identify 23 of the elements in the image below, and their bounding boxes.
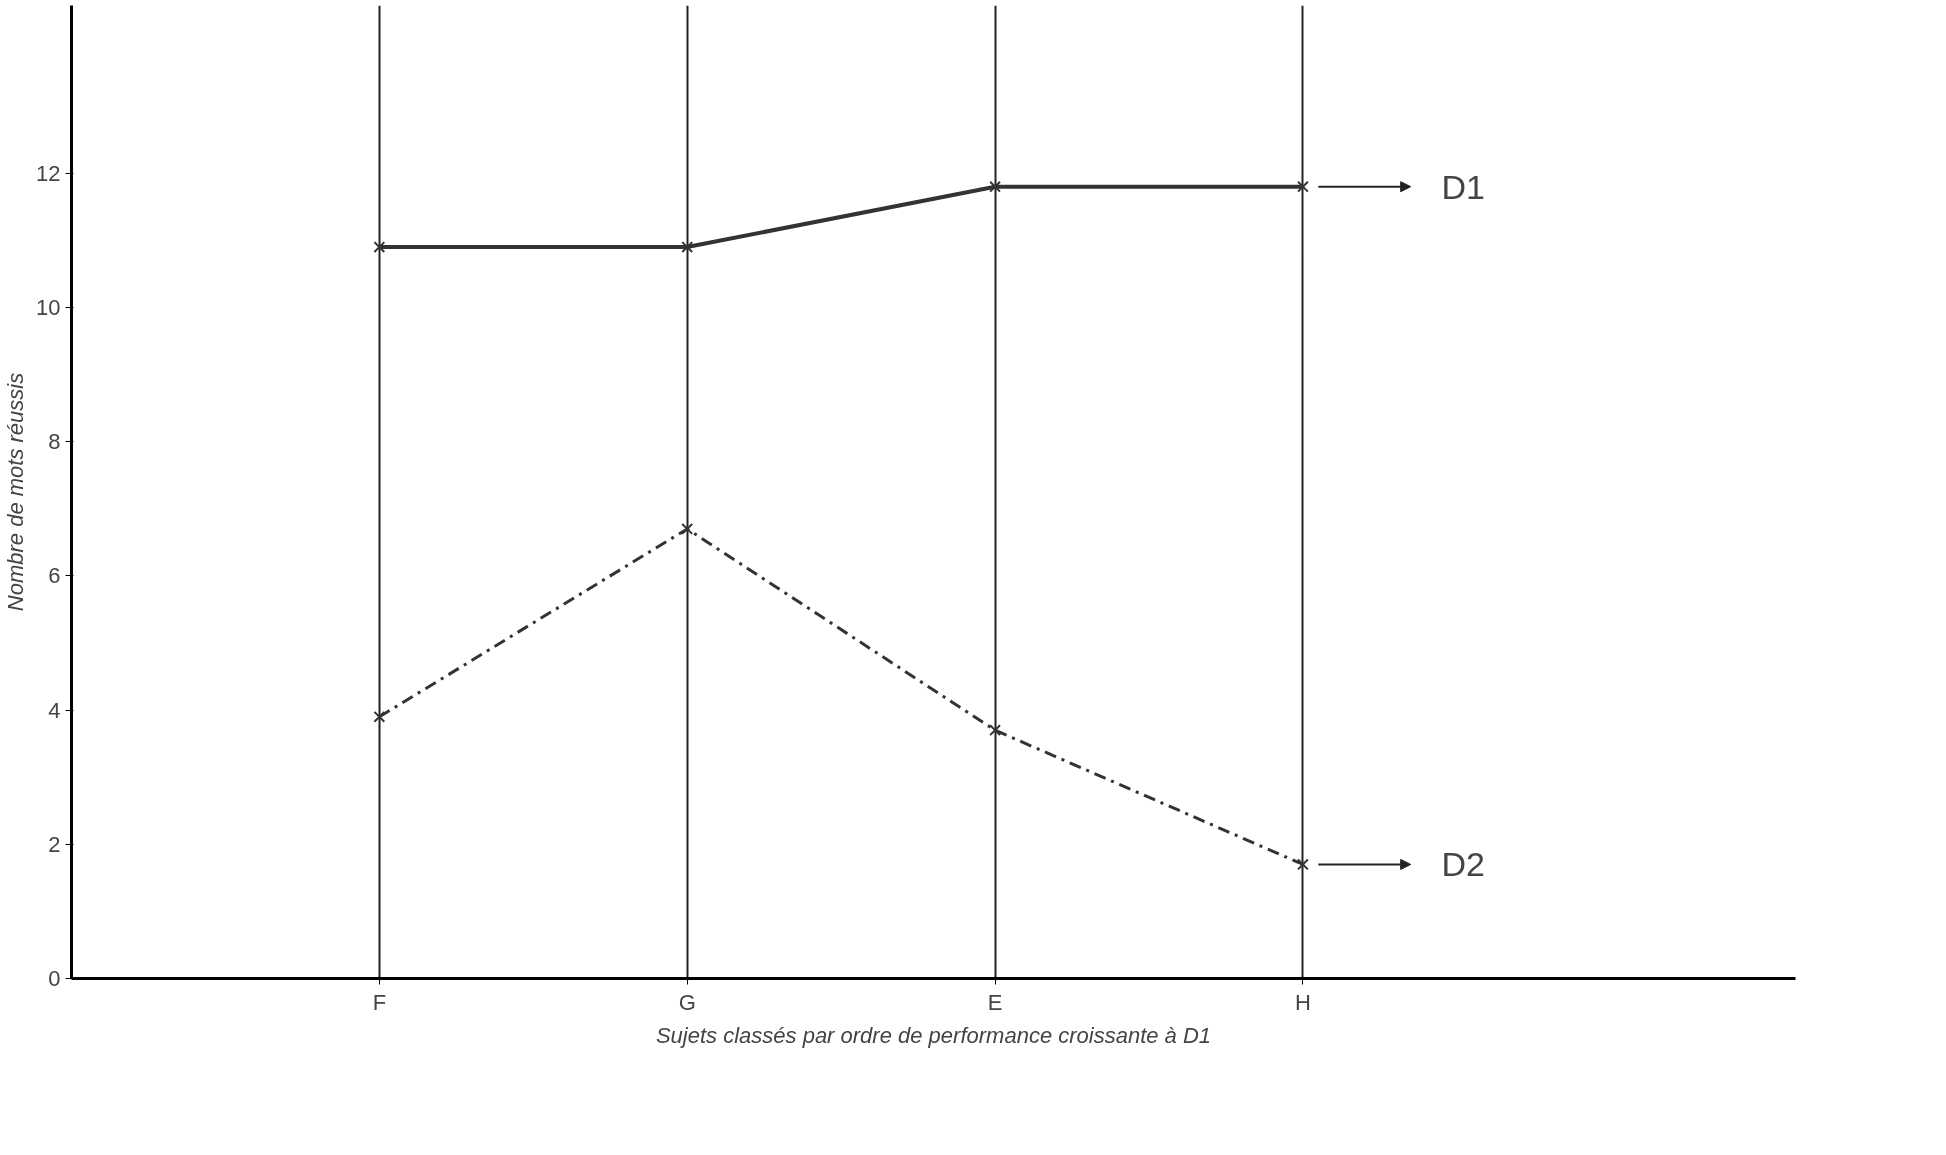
point [1296, 858, 1309, 871]
y-axis-title: Nombre de mots réussis [3, 372, 29, 612]
point [373, 241, 386, 254]
point [681, 241, 694, 254]
text: D1 [1441, 167, 1485, 206]
x-tick-label: E [987, 989, 1003, 1015]
text: D2 [1441, 845, 1485, 884]
x-tick-label: F [372, 989, 387, 1015]
y-tick-label: 12 [36, 160, 61, 186]
y-tick-label: 10 [36, 294, 61, 320]
y-tick-label: 0 [48, 966, 61, 991]
y-tick-label: 6 [48, 563, 61, 589]
point [373, 710, 386, 723]
point [989, 724, 1002, 737]
x-tick-label: H [1294, 989, 1311, 1015]
point [1296, 180, 1309, 193]
x-axis-title: Sujets classés par ordre de performance croissante à D1 [655, 1022, 1212, 1048]
y-tick-label: 2 [48, 831, 61, 857]
y-tick-label: 4 [48, 697, 61, 723]
point [989, 180, 1002, 193]
x-tick-label: G [678, 989, 696, 1015]
point [681, 522, 694, 535]
y-tick-label: 8 [48, 429, 61, 455]
